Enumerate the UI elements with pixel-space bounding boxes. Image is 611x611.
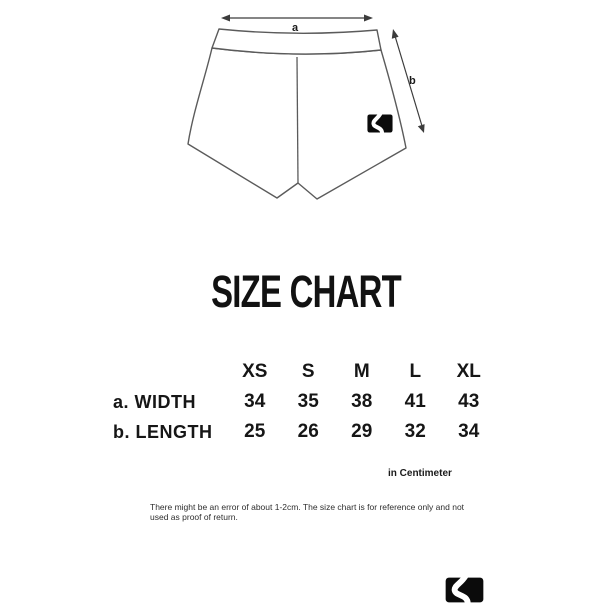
table-header-xl: XL [456, 361, 481, 382]
shorts-center-seam [296, 56, 299, 184]
table-cell-length-l: 32 [404, 421, 426, 442]
table-header-l: L [409, 361, 422, 382]
dimension-a-label: a [292, 22, 299, 34]
table-cell-width-m: 38 [351, 391, 373, 412]
table-row-length-label: b. LENGTH [113, 421, 213, 442]
table-cell-length-m: 29 [351, 421, 373, 442]
shorts-waistband-outline [211, 28, 382, 55]
dimension-b-label: b [409, 75, 416, 87]
shorts-diagram: a b [187, 14, 425, 200]
table-cell-width-s: 35 [297, 391, 319, 412]
table-row-width-label: a. WIDTH [113, 391, 196, 412]
page-title: SIZE CHART [0, 266, 611, 318]
table-header-s: S [301, 361, 315, 382]
table-cell-width-xl: 43 [458, 391, 480, 412]
size-table: XS S M L XL a. WIDTH 34 35 38 41 43 b. L… [113, 357, 496, 447]
table-cell-length-s: 26 [297, 421, 319, 442]
table-cell-width-xs: 34 [244, 391, 266, 412]
table-cell-length-xs: 25 [244, 421, 266, 442]
dimension-b-arrow [391, 29, 425, 133]
table-header-xs: XS [242, 361, 268, 382]
dimension-a-arrow [221, 14, 373, 22]
unit-note: in Centimeter [388, 468, 452, 479]
table-header-m: M [353, 361, 370, 382]
brand-logo-icon [367, 111, 393, 136]
brand-logo-icon [445, 577, 484, 603]
table-cell-length-xl: 34 [458, 421, 480, 442]
page-title-text: SIZE CHART [210, 266, 402, 317]
table-cell-width-l: 41 [404, 391, 426, 412]
disclaimer-text: There might be an error of about 1-2cm. … [150, 502, 465, 522]
